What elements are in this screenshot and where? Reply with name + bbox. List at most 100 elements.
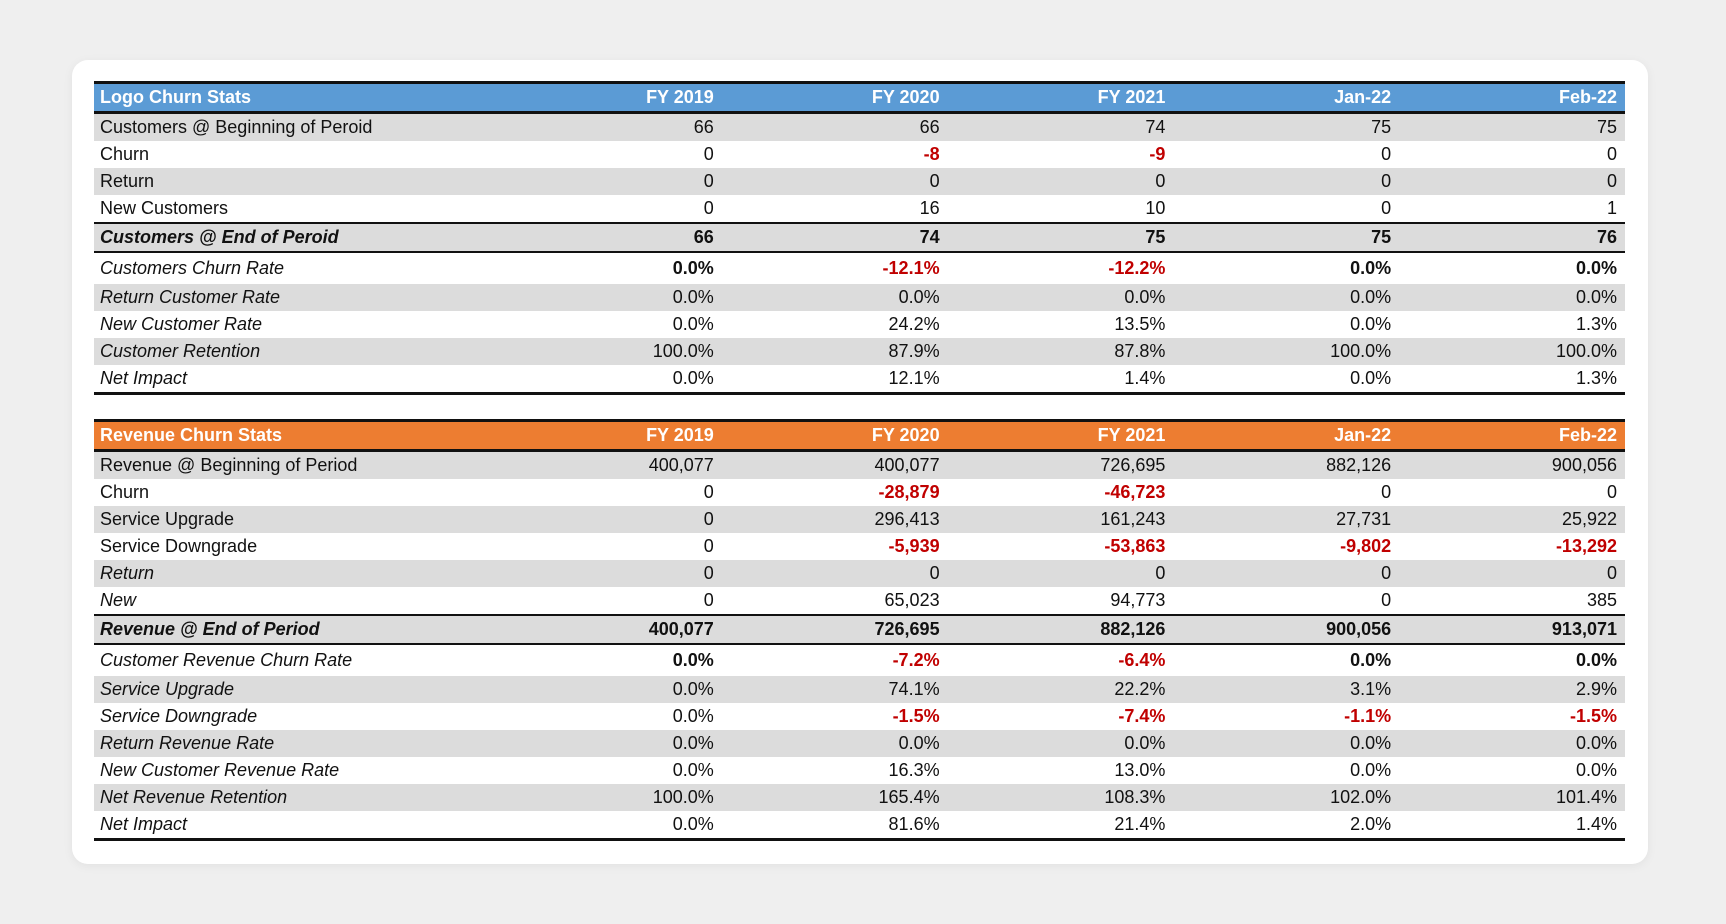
cell-value: 0.0% (1173, 284, 1400, 311)
table-row: Net Impact 0.0% 81.6% 21.4% 2.0% 1.4% (94, 811, 1625, 841)
cell-value: -7.2% (721, 643, 948, 676)
cell-value: 0.0% (721, 730, 948, 757)
cell-value: 0 (947, 560, 1174, 587)
cell-value: 75 (1173, 112, 1400, 141)
cell-value: 2.9% (1399, 676, 1625, 703)
table-row: Churn 0 -28,879 -46,723 0 0 (94, 479, 1625, 506)
cell-value: 0 (721, 168, 948, 195)
cell-value: 76 (1399, 222, 1625, 252)
column-header: FY 2019 (496, 81, 722, 114)
cell-value: 66 (496, 222, 722, 252)
cell-value: -1.5% (892, 706, 940, 726)
table-row: Customer Revenue Churn Rate 0.0% -7.2% -… (94, 643, 1625, 676)
cell-value: 0.0% (1399, 251, 1625, 284)
revenue-table-title: Revenue Churn Stats (94, 419, 496, 452)
row-label: Customers Churn Rate (94, 251, 496, 284)
cell-value: -13,292 (1555, 536, 1617, 556)
column-header: Feb-22 (1399, 81, 1625, 114)
table-row: Return Revenue Rate 0.0% 0.0% 0.0% 0.0% … (94, 730, 1625, 757)
row-label: Return Customer Rate (94, 284, 496, 311)
cell-value: -9,802 (1340, 536, 1392, 556)
cell-value: 0 (721, 560, 948, 587)
cell-value: 100.0% (1173, 338, 1400, 365)
cell-value: 0 (1399, 168, 1625, 195)
cell-value: 0.0% (1173, 730, 1400, 757)
cell-value: -12.2% (947, 251, 1174, 284)
column-header: Feb-22 (1399, 419, 1625, 452)
cell-value: 296,413 (721, 506, 948, 533)
cell-value: 74.1% (721, 676, 948, 703)
table-row: New Customers 0 16 10 0 1 (94, 195, 1625, 223)
cell-value: 102.0% (1173, 784, 1400, 811)
cell-value: 0.0% (947, 730, 1174, 757)
table-row: New Customer Rate 0.0% 24.2% 13.5% 0.0% … (94, 311, 1625, 338)
row-label: Customer Retention (94, 338, 496, 365)
cell-value: 108.3% (947, 784, 1174, 811)
table-row: Return Customer Rate 0.0% 0.0% 0.0% 0.0%… (94, 284, 1625, 311)
cell-value: 3.1% (1173, 676, 1400, 703)
cell-value: 0 (703, 198, 714, 218)
row-label: Churn (100, 144, 150, 164)
cell-value: 900,056 (1173, 614, 1400, 644)
cell-value: 400,077 (496, 450, 722, 479)
cell-value: 0.0% (1173, 643, 1400, 676)
cell-value: 74 (947, 112, 1174, 141)
cell-value: 66 (721, 112, 948, 141)
table-row: Net Impact 0.0% 12.1% 1.4% 0.0% 1.3% (94, 365, 1625, 395)
cell-value: -7.4% (1118, 706, 1166, 726)
row-label: Churn (100, 482, 150, 502)
row-label: Service Upgrade (94, 676, 496, 703)
cell-value: 0 (1173, 560, 1400, 587)
cell-value: 0.0% (672, 760, 714, 780)
table-row: Customers Churn Rate 0.0% -12.1% -12.2% … (94, 251, 1625, 284)
cell-value: 0.0% (947, 284, 1174, 311)
cell-value: 22.2% (947, 676, 1174, 703)
cell-value: 0 (496, 168, 722, 195)
row-label: Return (94, 168, 496, 195)
cell-value: 1.4% (947, 365, 1174, 395)
cell-value: 0 (703, 590, 714, 610)
cell-value: 100.0% (496, 784, 722, 811)
cell-value: 0.0% (496, 811, 722, 841)
cell-value: -12.1% (721, 251, 948, 284)
row-label: Revenue @ End of Period (94, 614, 496, 644)
cell-value: 16.3% (888, 760, 940, 780)
cell-value: 0.0% (1173, 251, 1400, 284)
cell-value: 74 (721, 222, 948, 252)
cell-value: 1.3% (1399, 365, 1625, 395)
cell-value: 0.0% (496, 730, 722, 757)
column-header: FY 2020 (721, 81, 948, 114)
row-label: Return (94, 560, 496, 587)
cell-value: 13.0% (1114, 760, 1166, 780)
column-header: Jan-22 (1173, 419, 1400, 452)
cell-value: 0.0% (1399, 643, 1625, 676)
cell-value: 81.6% (721, 811, 948, 841)
cell-value: 75 (947, 222, 1174, 252)
column-header: FY 2021 (947, 81, 1174, 114)
cell-value: 0 (947, 168, 1174, 195)
cell-value: 1.3% (1575, 314, 1617, 334)
table-row: Customer Retention 100.0% 87.9% 87.8% 10… (94, 338, 1625, 365)
cell-value: 0.0% (1575, 760, 1617, 780)
cell-value: 100.0% (1399, 338, 1625, 365)
row-label: New (100, 590, 137, 610)
cell-value: -5,939 (888, 536, 940, 556)
column-header: Jan-22 (1173, 81, 1400, 114)
row-label: New Customer Rate (100, 314, 263, 334)
cell-value: 0 (1381, 198, 1392, 218)
cell-value: 75 (1173, 222, 1400, 252)
cell-value: 400,077 (721, 450, 948, 479)
table-row: Service Downgrade 0.0% -1.5% -7.4% -1.1%… (94, 703, 1625, 730)
row-label: New Customers (100, 198, 229, 218)
cell-value: 0 (703, 536, 714, 556)
table-row: Customers @ Beginning of Peroid 66 66 74… (94, 112, 1625, 141)
table-row: New Customer Revenue Rate 0.0% 16.3% 13.… (94, 757, 1625, 784)
cell-value: 0.0% (672, 314, 714, 334)
cell-value: -9 (1149, 144, 1166, 164)
cell-value: 726,695 (721, 614, 948, 644)
row-label: Net Impact (94, 811, 496, 841)
row-label: Customer Revenue Churn Rate (94, 643, 496, 676)
cell-value: 13.5% (1114, 314, 1166, 334)
cell-value: 0.0% (496, 251, 722, 284)
cell-value: 87.8% (947, 338, 1174, 365)
